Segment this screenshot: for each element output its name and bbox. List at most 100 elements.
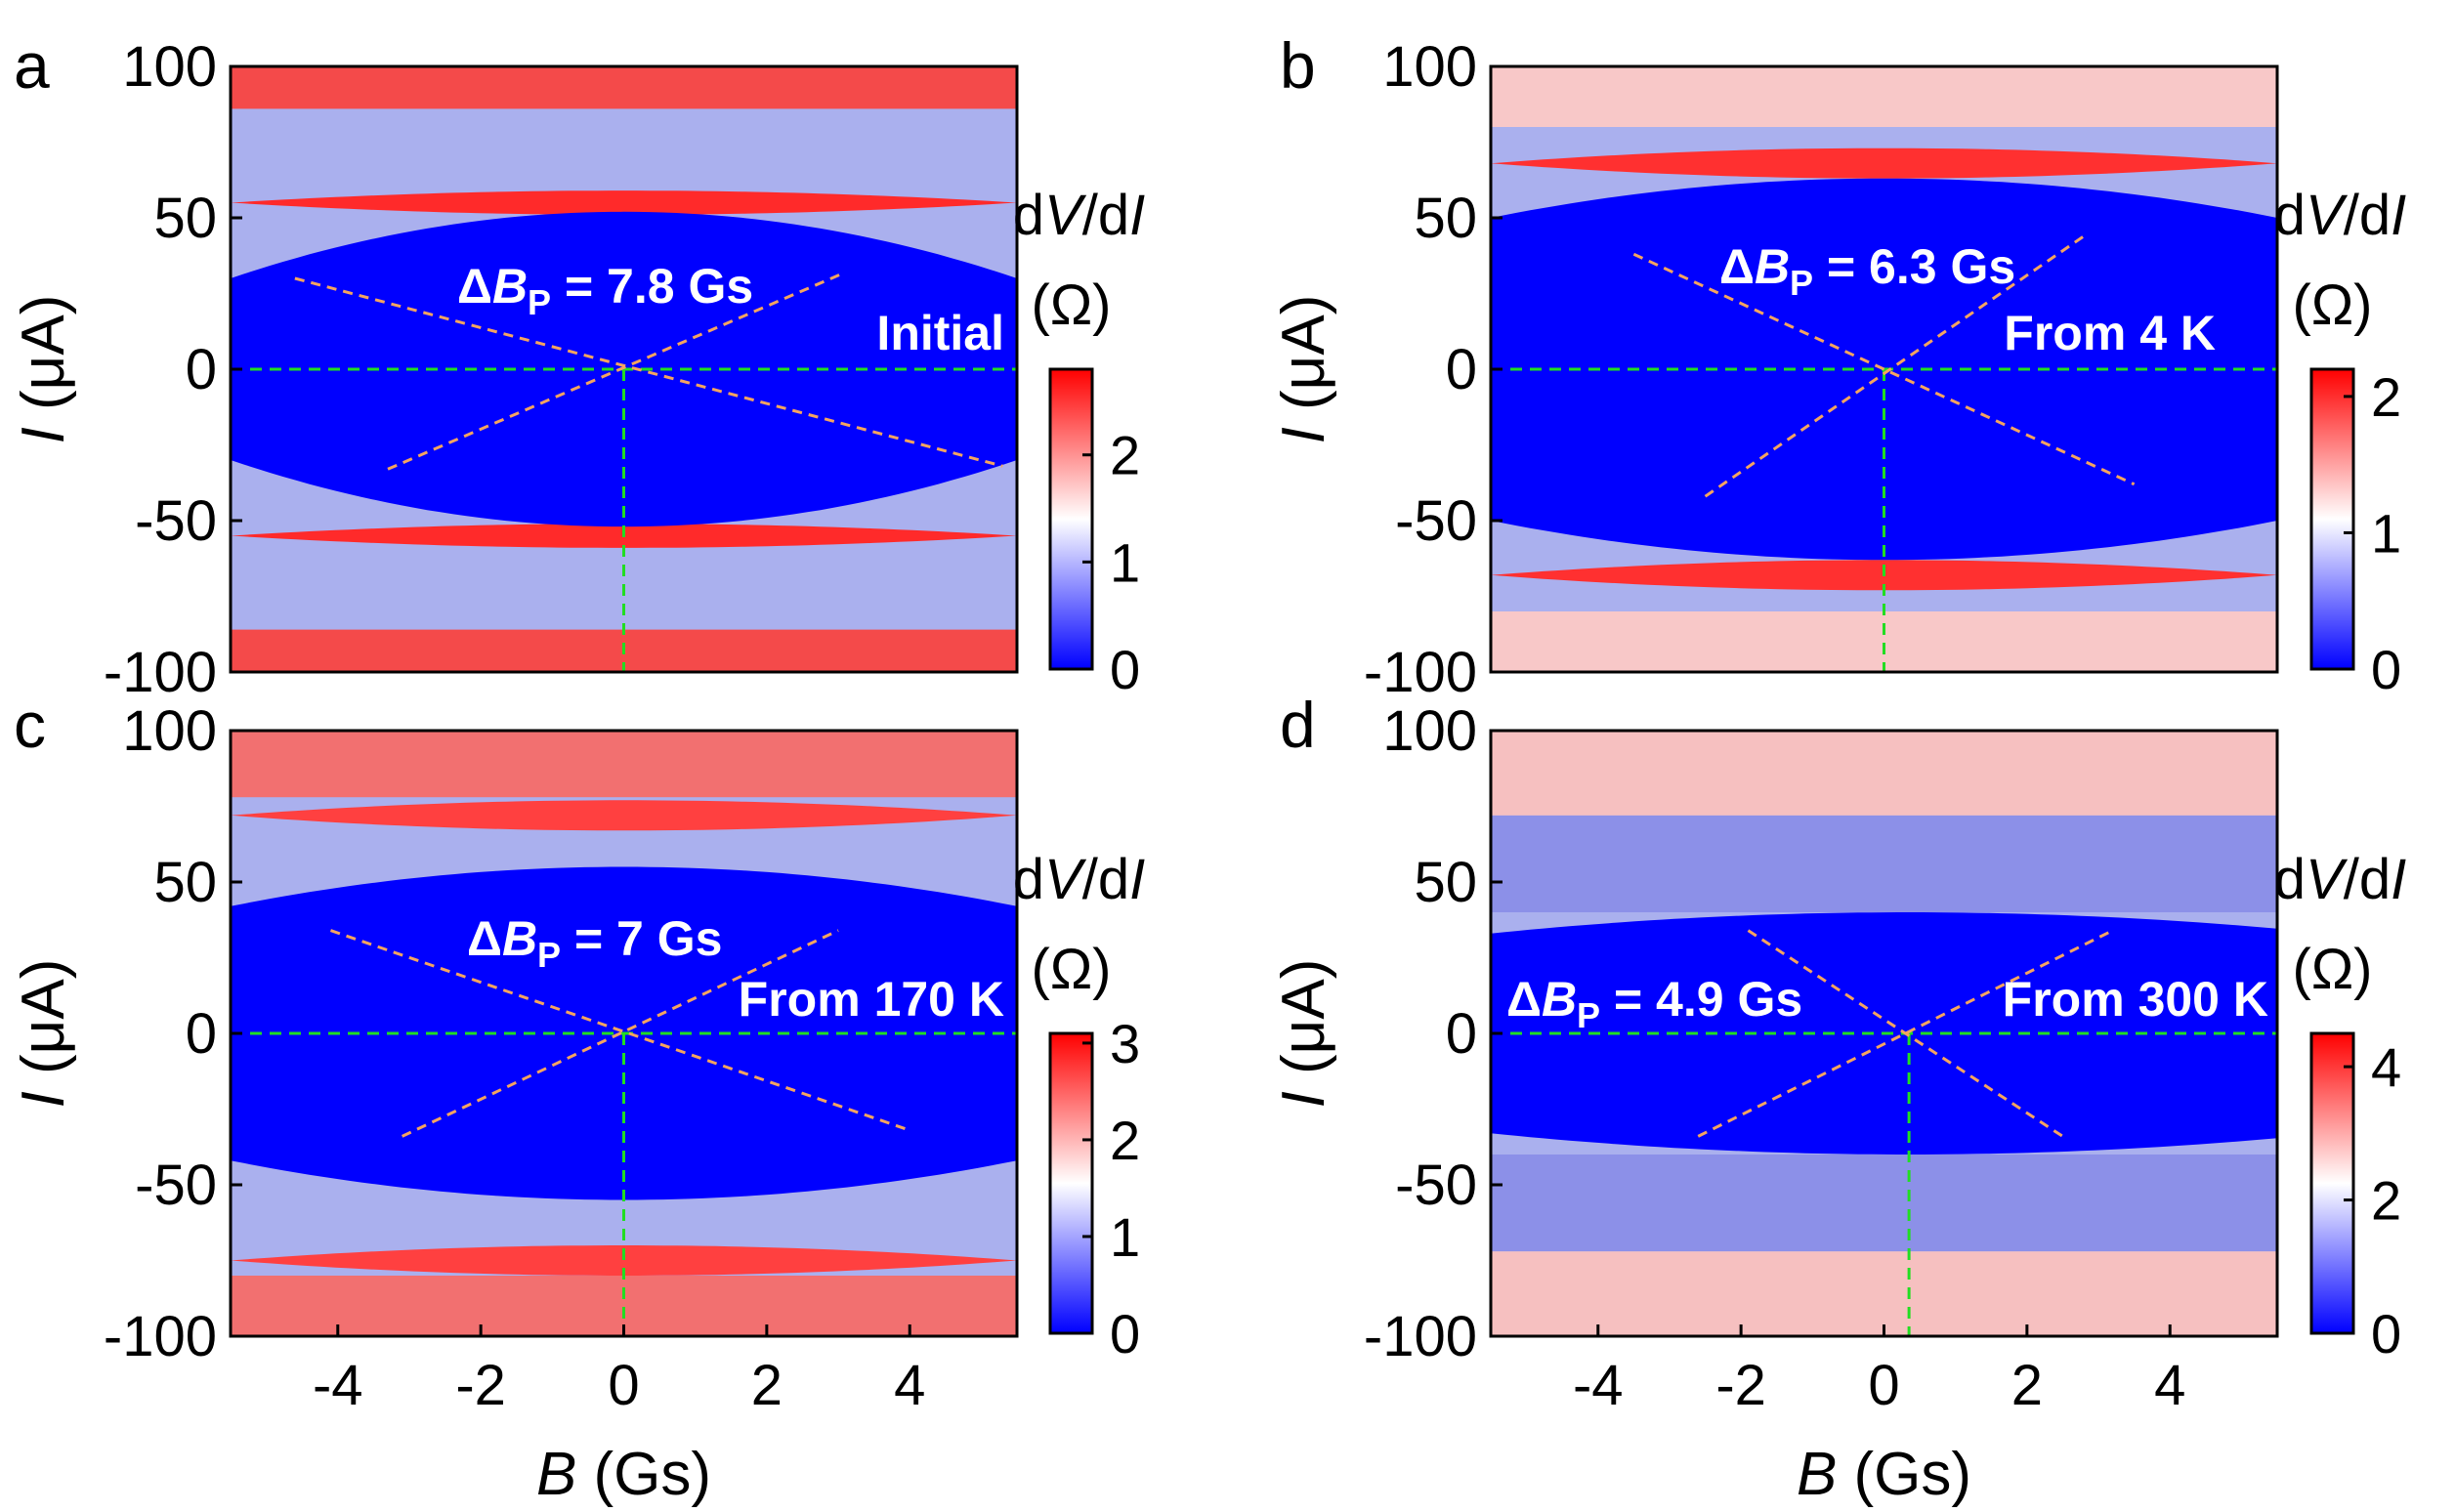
colorbar-tick-label: 1 bbox=[2371, 502, 2401, 564]
colorbar-gradient bbox=[2309, 1031, 2355, 1335]
red-ridge-upper bbox=[231, 800, 1017, 831]
colorbar-tick-label: 0 bbox=[2371, 1303, 2401, 1365]
heatmap-a bbox=[231, 66, 1017, 672]
colorbar-tick-label: 2 bbox=[1110, 1110, 1140, 1171]
x-tick-label: 4 bbox=[2154, 1354, 2185, 1417]
colorbar: 0 1 2 3 dV/dI (Ω) bbox=[1013, 848, 1145, 1365]
colorbar-gradient bbox=[1048, 367, 1094, 671]
y-tick-label: 0 bbox=[1446, 1002, 1477, 1066]
colorbar-label: dV/dI bbox=[2274, 184, 2406, 247]
y-tick-label: 50 bbox=[1414, 187, 1477, 250]
colorbar-unit: (Ω) bbox=[2293, 938, 2373, 1001]
y-tick-label: -50 bbox=[135, 489, 217, 553]
x-tick-label: -4 bbox=[1573, 1354, 1624, 1417]
guide-line-2 bbox=[1704, 234, 2086, 498]
colorbar-tick-label: 2 bbox=[2371, 366, 2401, 428]
bottom-light-band bbox=[1491, 611, 2277, 672]
y-tick-label: 50 bbox=[153, 851, 217, 914]
lower-pale-band bbox=[1491, 1155, 2277, 1252]
colorbar-tick-label: 0 bbox=[1110, 1303, 1140, 1365]
y-axis-label: I (μA) bbox=[1270, 295, 1337, 444]
panel-c: 100 50 0 -50 -100 -4 -2 0 2 4 B (Gs) I (μA) c ΔBP = 7… bbox=[10, 689, 1145, 1508]
y-axis-label: I (μA) bbox=[10, 295, 77, 444]
panel-letter: c bbox=[14, 689, 46, 761]
colorbar-tick-label: 3 bbox=[1110, 1013, 1140, 1074]
colorbar: 0 2 4 dV/dI (Ω) bbox=[2274, 848, 2406, 1365]
delta-bp-annotation: ΔBP = 7.8 Gs bbox=[457, 259, 753, 322]
y-tick-label: 50 bbox=[1414, 851, 1477, 914]
panel-d: 100 50 0 -50 -100 -4 -2 0 2 4 B (Gs) I (μA) d ΔBP = 4… bbox=[1270, 689, 2406, 1508]
colorbar-unit: (Ω) bbox=[1032, 273, 1112, 337]
top-light-band bbox=[1491, 66, 2277, 127]
x-tick-label: -4 bbox=[313, 1354, 363, 1417]
colorbar-gradient bbox=[2309, 367, 2355, 671]
colorbar: 0 1 2 dV/dI (Ω) bbox=[1013, 184, 1145, 700]
top-red-band bbox=[231, 731, 1017, 798]
guide-line-2 bbox=[401, 929, 839, 1138]
colorbar-tick-label: 2 bbox=[2371, 1170, 2401, 1232]
colorbar-tick-label: 1 bbox=[1110, 1206, 1140, 1268]
colorbar-unit: (Ω) bbox=[2293, 273, 2373, 337]
y-tick-label: 100 bbox=[1382, 35, 1477, 99]
condition-annotation: Initial bbox=[876, 306, 1004, 360]
y-tick-label: 100 bbox=[1382, 699, 1477, 763]
top-red-band bbox=[231, 66, 1017, 109]
y-tick-label: -100 bbox=[104, 641, 217, 704]
delta-bp-annotation: ΔBP = 4.9 Gs bbox=[1506, 972, 1802, 1035]
y-axis-label: I (μA) bbox=[10, 959, 77, 1109]
upper-pale-band bbox=[1491, 815, 2277, 912]
condition-annotation: From 170 K bbox=[739, 972, 1004, 1027]
y-tick-label: -100 bbox=[1364, 1305, 1477, 1368]
colorbar-label: dV/dI bbox=[1013, 848, 1145, 911]
y-tick-label: -100 bbox=[1364, 641, 1477, 704]
y-tick-label: -50 bbox=[1395, 1154, 1477, 1217]
condition-annotation: From 4 K bbox=[2004, 306, 2216, 360]
heatmap-c bbox=[231, 731, 1017, 1336]
red-ridge-upper bbox=[1491, 147, 2277, 179]
y-tick-label: 100 bbox=[122, 699, 217, 763]
colorbar-tick-label: 1 bbox=[1110, 531, 1140, 593]
condition-annotation: From 300 K bbox=[2003, 972, 2268, 1027]
heatmap-b bbox=[1491, 66, 2277, 672]
colorbar-tick-label: 0 bbox=[2371, 639, 2401, 700]
panel-letter: a bbox=[14, 29, 50, 102]
y-tick-label: 0 bbox=[186, 1002, 217, 1066]
x-tick-label: -2 bbox=[1715, 1354, 1766, 1417]
x-tick-label: 0 bbox=[1868, 1354, 1899, 1417]
colorbar-unit: (Ω) bbox=[1032, 938, 1112, 1001]
x-tick-label: 0 bbox=[608, 1354, 639, 1417]
delta-bp-annotation: ΔBP = 7 Gs bbox=[467, 911, 722, 975]
guide-line-1 bbox=[294, 276, 1003, 468]
colorbar-label: dV/dI bbox=[2274, 848, 2406, 911]
y-tick-label: -50 bbox=[1395, 489, 1477, 553]
x-axis-label: B (Gs) bbox=[1797, 1441, 1971, 1508]
delta-bp-annotation: ΔBP = 6.3 Gs bbox=[1719, 239, 2015, 303]
guide-line-1 bbox=[1747, 929, 2064, 1138]
guide-line-1 bbox=[329, 929, 910, 1132]
top-pink-band bbox=[1491, 731, 2277, 816]
y-axis-label: I (μA) bbox=[1270, 959, 1337, 1109]
x-tick-label: 2 bbox=[751, 1354, 783, 1417]
colorbar-label: dV/dI bbox=[1013, 184, 1145, 247]
x-axis-label: B (Gs) bbox=[536, 1441, 711, 1508]
x-tick-label: 2 bbox=[2011, 1354, 2043, 1417]
colorbar: 0 1 2 dV/dI (Ω) bbox=[2274, 184, 2406, 700]
y-tick-label: -100 bbox=[104, 1305, 217, 1368]
y-tick-label: 100 bbox=[122, 35, 217, 99]
panel-letter: b bbox=[1280, 29, 1316, 102]
x-tick-label: -2 bbox=[455, 1354, 506, 1417]
colorbar-tick-label: 4 bbox=[2371, 1036, 2401, 1098]
bottom-pink-band bbox=[1491, 1251, 2277, 1336]
red-ridge-upper bbox=[231, 190, 1017, 215]
colorbar-gradient bbox=[1048, 1031, 1094, 1335]
colorbar-tick-label: 0 bbox=[1110, 639, 1140, 700]
x-tick-label: 4 bbox=[894, 1354, 925, 1417]
colorbar-tick-label: 2 bbox=[1110, 425, 1140, 486]
red-ridge-lower bbox=[231, 1245, 1017, 1276]
y-tick-label: 0 bbox=[1446, 338, 1477, 401]
guide-line-2 bbox=[1697, 929, 2114, 1138]
heatmap-d bbox=[1491, 731, 2277, 1336]
